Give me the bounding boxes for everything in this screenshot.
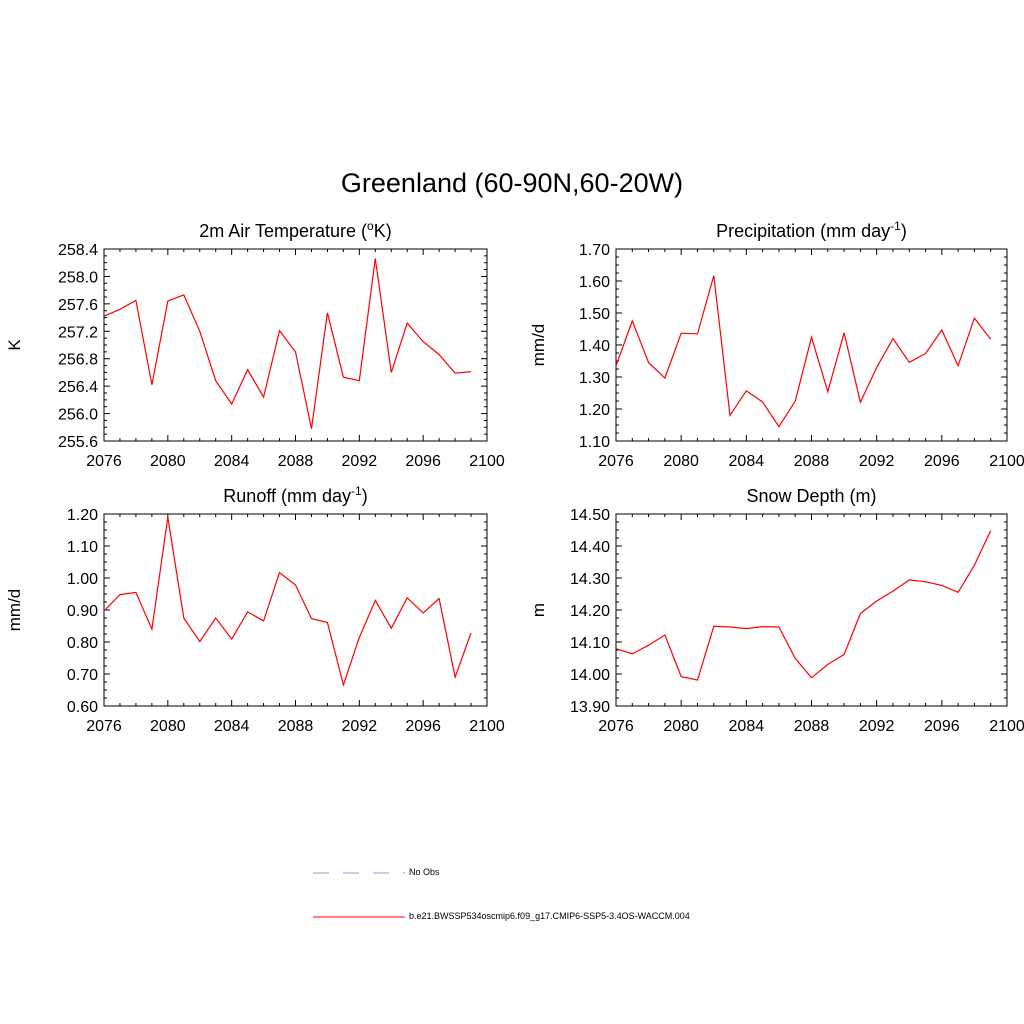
y-tick-label: 0.60 [67, 699, 98, 716]
plot-frame-runoff [103, 513, 488, 707]
x-tick-label: 2096 [924, 453, 960, 470]
x-tick-label: 2080 [663, 453, 699, 470]
panel-runoff: 2076 2080 2084 2088 2092 2096 2100 0.60 0.70 0.80… [5, 484, 505, 735]
x-tick-label: 2076 [86, 718, 122, 735]
plot-frame-temperature [103, 248, 488, 442]
x-tick-label: 2100 [989, 718, 1024, 735]
panel-title-superscript: -1 [890, 219, 901, 233]
y-tick-label: 1.10 [67, 539, 98, 556]
y-tick-label: 256.4 [58, 379, 98, 396]
panel-title-superscript: o [367, 219, 374, 233]
series-line-snow-depth [615, 530, 992, 681]
panel-title-suffix: ) [901, 221, 907, 241]
y-axis-label: mm/d [5, 589, 24, 632]
x-tick-label: 2092 [859, 453, 895, 470]
y-tick-label: 1.20 [67, 507, 98, 524]
x-tick-label: 2076 [598, 718, 634, 735]
x-tick-label: 2096 [924, 718, 960, 735]
panel-temperature: 2076 2080 2084 2088 2092 2096 2100 255.6 256.0 25… [5, 219, 505, 470]
y-axis-label: m [529, 603, 548, 617]
panel-title: Snow Depth (m) [746, 486, 876, 506]
y-tick-label: 1.70 [579, 242, 610, 259]
panel-title: Precipitation (mm day-1) [716, 219, 907, 241]
x-tick-label: 2100 [469, 453, 505, 470]
x-tick-label: 2084 [214, 718, 250, 735]
y-tick-label: 1.00 [67, 571, 98, 588]
y-tick-label: 258.0 [58, 269, 98, 286]
y-tick-label: 257.2 [58, 324, 98, 341]
y-tick-label: 256.8 [58, 352, 98, 369]
x-tick-label: 2080 [150, 453, 186, 470]
x-tick-label: 2088 [278, 453, 314, 470]
x-tick-label: 2088 [794, 453, 830, 470]
panel-snow-depth: 2076 2080 2084 2088 2092 2096 2100 13.90 14.00 14… [529, 486, 1024, 735]
x-tick-label: 2076 [86, 453, 122, 470]
y-tick-label: 14.40 [570, 539, 610, 556]
y-tick-label: 14.30 [570, 571, 610, 588]
x-tick-label: 2080 [150, 718, 186, 735]
x-tick-label: 2096 [405, 453, 441, 470]
x-tick-label: 2084 [729, 718, 765, 735]
y-tick-label: 1.30 [579, 370, 610, 387]
series-line-precipitation [615, 275, 992, 428]
panel-title-suffix: K) [374, 221, 392, 241]
x-tick-label: 2084 [214, 453, 250, 470]
x-tick-label: 2100 [469, 718, 505, 735]
y-tick-label: 258.4 [58, 242, 98, 259]
y-tick-label: 0.80 [67, 635, 98, 652]
y-tick-label: 0.70 [67, 667, 98, 684]
x-tick-label: 2088 [278, 718, 314, 735]
panel-title: Runoff (mm day-1) [223, 484, 367, 506]
panel-title: 2m Air Temperature (oK) [199, 219, 391, 241]
x-tick-label: 2080 [663, 718, 699, 735]
y-tick-label: 255.6 [58, 434, 98, 451]
x-tick-label: 2092 [859, 718, 895, 735]
figure-title: Greenland (60-90N,60-20W) [340, 168, 684, 198]
panel-title-suffix: ) [362, 486, 368, 506]
panel-title-text: Runoff (mm day [223, 486, 351, 506]
y-axis-label: mm/d [529, 324, 548, 367]
y-tick-label: 1.10 [579, 434, 610, 451]
y-tick-label: 257.6 [58, 297, 98, 314]
y-tick-label: 1.20 [579, 402, 610, 419]
series-line-temperature [103, 258, 472, 429]
panel-title-text: Snow Depth (m) [746, 486, 876, 506]
y-tick-label: 14.10 [570, 635, 610, 652]
panel-precipitation: 2076 2080 2084 2088 2092 2096 2100 1.10 1.20 1.30… [529, 219, 1024, 470]
panel-title-text: 2m Air Temperature ( [199, 221, 367, 241]
x-tick-label: 2092 [342, 453, 378, 470]
series-line-runoff [103, 517, 472, 688]
panel-title-superscript: -1 [351, 484, 362, 498]
x-tick-label: 2100 [989, 453, 1024, 470]
x-tick-label: 2088 [794, 718, 830, 735]
x-tick-label: 2084 [729, 453, 765, 470]
x-tick-label: 2092 [342, 718, 378, 735]
panel-title-text: Precipitation (mm day [716, 221, 890, 241]
y-tick-label: 14.00 [570, 667, 610, 684]
y-tick-label: 14.20 [570, 603, 610, 620]
y-tick-label: 1.40 [579, 338, 610, 355]
y-axis-label: K [5, 339, 24, 351]
y-tick-label: 14.50 [570, 507, 610, 524]
y-tick-label: 1.50 [579, 306, 610, 323]
x-tick-label: 2096 [405, 718, 441, 735]
y-tick-label: 13.90 [570, 699, 610, 716]
y-tick-label: 256.0 [58, 407, 98, 424]
y-tick-label: 0.90 [67, 603, 98, 620]
y-tick-label: 1.60 [579, 274, 610, 291]
x-tick-label: 2076 [598, 453, 634, 470]
